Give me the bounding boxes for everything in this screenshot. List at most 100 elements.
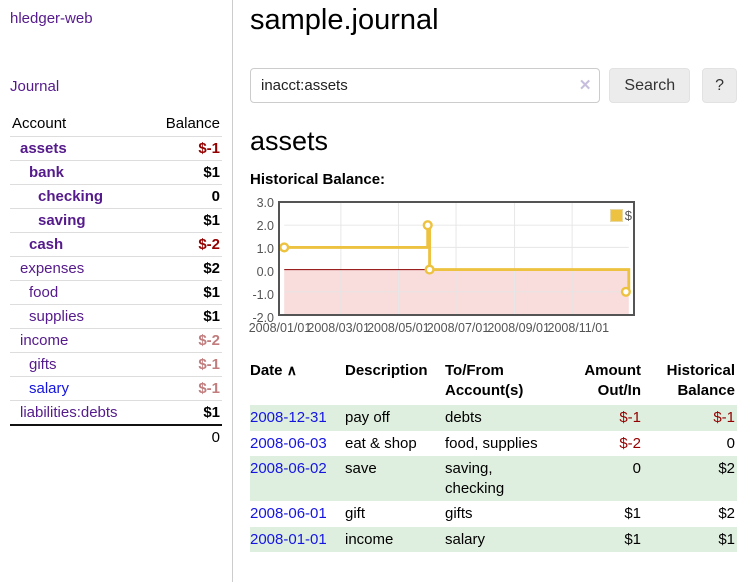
x-tick-label: 2008/07/01 — [426, 321, 490, 335]
transaction-balance: $1 — [718, 530, 735, 548]
chart-canvas — [278, 201, 635, 316]
account-link-checking[interactable]: checking — [38, 188, 104, 205]
account-row: liabilities:debts $1 — [10, 400, 222, 426]
account-balance: $1 — [203, 164, 220, 181]
register-row: 2008-01-01 income salary $1 $1 — [250, 526, 737, 552]
y-tick-label: 0.0 — [256, 265, 274, 279]
account-balance: $1 — [203, 284, 220, 301]
account-row: assets $-1 — [10, 136, 222, 161]
chart-legend: $ — [609, 208, 632, 223]
x-tick-label: 2008/11/01 — [547, 321, 610, 335]
account-link-saving[interactable]: saving — [38, 212, 86, 229]
historical-balance-chart: 3.0 2.0 1.0 0.0 -1.0 -2.0 $ 2008/01/01 2008/03… — [249, 196, 737, 336]
transaction-amount: $1 — [624, 505, 641, 522]
account-link-bank[interactable]: bank — [29, 164, 65, 181]
clear-search-icon[interactable]: ✕ — [578, 77, 592, 94]
account-link-food[interactable]: food — [29, 284, 59, 301]
account-balance: $1 — [203, 404, 220, 421]
transaction-amount: 0 — [632, 460, 641, 477]
account-row: food $1 — [10, 280, 222, 305]
transaction-amount: $1 — [624, 530, 641, 548]
transaction-accounts: salary — [445, 530, 486, 548]
account-link-expenses[interactable]: expenses — [20, 260, 85, 277]
x-tick-label: 2008/05/01 — [367, 321, 430, 335]
main-content: sample.journal ✕ Search ? assets Histori… — [233, 0, 742, 582]
transaction-description: gift — [345, 505, 366, 522]
account-row: gifts $-1 — [10, 352, 222, 377]
account-row: income $-2 — [10, 328, 222, 353]
register-header-accounts: To/From Account(s) — [445, 362, 524, 399]
account-link-liabilities-debts[interactable]: liabilities:debts — [20, 404, 118, 421]
y-tick-label: 2.0 — [256, 219, 274, 233]
account-link-assets[interactable]: assets — [20, 140, 67, 157]
transaction-amount: $-1 — [619, 409, 641, 426]
account-balance: $1 — [203, 212, 220, 229]
transaction-date-link[interactable]: 2008-06-03 — [250, 434, 327, 452]
register-header-amount: Amount Out/In — [584, 362, 641, 399]
account-balance: $-1 — [198, 380, 220, 397]
search-row: ✕ Search ? — [250, 68, 737, 103]
account-link-salary[interactable]: salary — [29, 380, 70, 397]
help-button[interactable]: ? — [702, 68, 737, 103]
transaction-accounts: debts — [445, 409, 482, 426]
transaction-date-link[interactable]: 2008-06-02 — [250, 460, 327, 477]
transaction-description: save — [345, 460, 377, 477]
transaction-accounts: saving, checking — [445, 460, 505, 497]
y-tick-label: 3.0 — [256, 196, 274, 210]
x-tick-label: 2008/09/01 — [487, 321, 550, 335]
transaction-date-link[interactable]: 2008-12-31 — [250, 409, 327, 426]
account-row: supplies $1 — [10, 304, 222, 329]
legend-swatch-icon — [609, 209, 623, 222]
page-title: sample.journal — [250, 4, 439, 36]
sort-asc-icon: ∧ — [286, 362, 297, 378]
account-link-supplies[interactable]: supplies — [29, 308, 85, 325]
accounts-total-value: 0 — [211, 429, 220, 446]
accounts-header-account: Account — [12, 115, 67, 132]
app-title-link[interactable]: hledger-web — [10, 10, 93, 27]
account-row: expenses $2 — [10, 256, 222, 281]
x-tick-label: 2008/01/01 — [248, 321, 312, 335]
sidebar-item-journal[interactable]: Journal — [10, 78, 60, 95]
register-header-description: Description — [345, 362, 428, 379]
account-balance: $-1 — [198, 356, 220, 373]
account-row: cash $-2 — [10, 232, 222, 257]
transaction-description: income — [345, 530, 394, 548]
account-balance: $-1 — [198, 140, 220, 157]
search-box: ✕ — [250, 68, 601, 103]
search-button[interactable]: Search — [609, 68, 691, 103]
account-row: bank $1 — [10, 160, 222, 185]
account-link-gifts[interactable]: gifts — [29, 356, 57, 373]
account-row: salary $-1 — [10, 376, 222, 401]
transaction-balance: $2 — [718, 505, 735, 522]
account-balance: $-2 — [198, 236, 220, 253]
x-tick-label: 2008/03/01 — [307, 321, 370, 335]
transaction-date-link[interactable]: 2008-06-01 — [250, 505, 327, 522]
chart-plot-area: $ — [278, 201, 639, 320]
transaction-accounts: gifts — [445, 505, 473, 522]
account-link-income[interactable]: income — [20, 332, 69, 349]
y-tick-label: -1.0 — [252, 288, 274, 302]
account-balance: $2 — [203, 260, 220, 277]
search-input[interactable] — [250, 68, 601, 103]
register-header-balance: Historical Balance — [666, 362, 735, 399]
sidebar: hledger-web Journal Account Balance asse… — [0, 0, 233, 582]
chart-title: Historical Balance: — [250, 171, 386, 188]
account-balance: $1 — [203, 308, 220, 325]
account-row: saving $1 — [10, 208, 222, 233]
account-link-cash[interactable]: cash — [29, 236, 64, 253]
accounts-header-balance: Balance — [165, 115, 220, 132]
chart-x-axis: 2008/01/01 2008/03/01 2008/05/01 2008/07/01… — [249, 320, 639, 336]
y-tick-label: 1.0 — [256, 242, 274, 256]
account-balance: $-2 — [198, 332, 220, 349]
transaction-description: pay off — [345, 409, 390, 426]
account-heading: assets — [250, 126, 329, 156]
accounts-header-row: Account Balance — [10, 112, 222, 137]
y-tick-label: -2.0 — [252, 311, 274, 325]
chart-y-axis: 3.0 2.0 1.0 0.0 -1.0 -2.0 — [250, 196, 278, 325]
transaction-balance: $2 — [718, 460, 735, 477]
register-header-date[interactable]: Date ∧ — [250, 362, 297, 379]
transaction-date-link[interactable]: 2008-01-01 — [250, 530, 327, 548]
register-row: 2008-06-03 eat & shop food, supplies $-2 0 — [250, 431, 737, 457]
account-balance: 0 — [211, 188, 220, 205]
transaction-balance: 0 — [726, 434, 735, 452]
